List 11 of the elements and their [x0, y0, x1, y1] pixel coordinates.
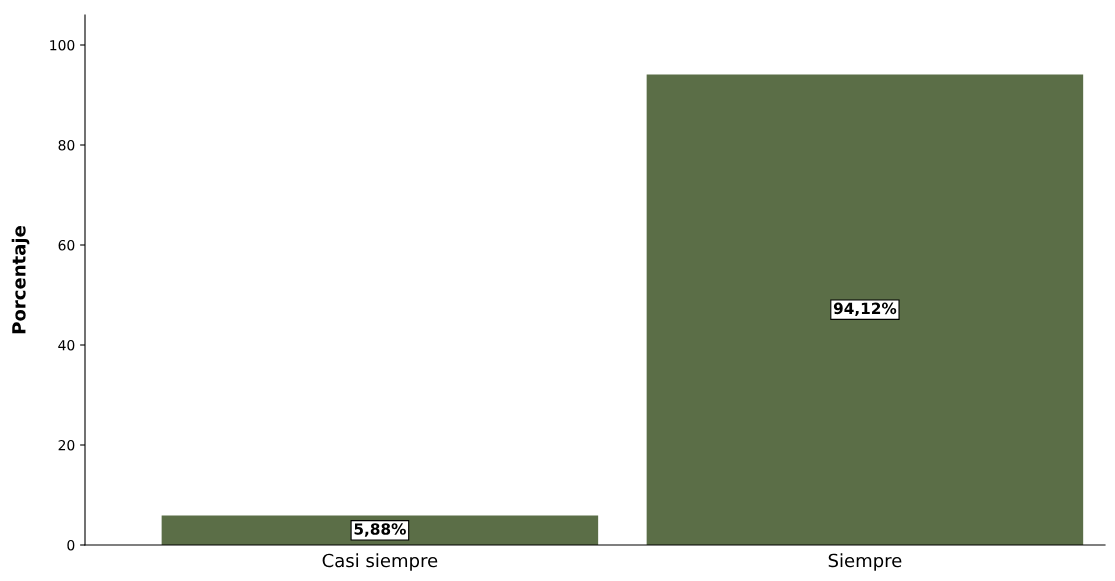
- y-tick-label: 0: [67, 539, 75, 551]
- x-tick-label: Casi siempre: [322, 553, 438, 571]
- y-tick-label: 60: [58, 239, 75, 251]
- y-tick-label: 40: [58, 339, 75, 351]
- y-tick-label: 100: [50, 39, 75, 51]
- y-tick-label: 80: [58, 139, 75, 151]
- y-axis-title: Porcentaje: [11, 226, 30, 334]
- data-label: 5,88%: [354, 523, 406, 537]
- y-tick-label: 20: [58, 439, 75, 451]
- x-tick-label: Siempre: [828, 553, 902, 571]
- data-label: 94,12%: [833, 302, 897, 317]
